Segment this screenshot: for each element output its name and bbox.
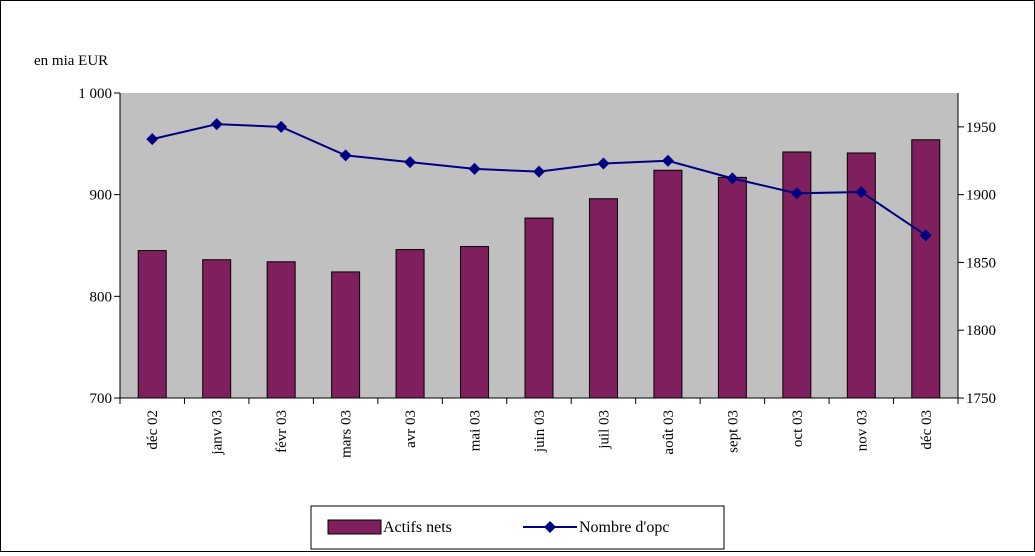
bar-juil-03 bbox=[588, 198, 618, 399]
x-tick-label: oct 03 bbox=[790, 410, 806, 447]
right-axis-tick-label: 1750 bbox=[966, 391, 996, 407]
x-tick-label: juil 03 bbox=[596, 410, 612, 450]
x-tick-label: déc 03 bbox=[919, 410, 935, 450]
point-mai-03 bbox=[468, 162, 481, 175]
x-tick-label: sept 03 bbox=[725, 410, 741, 453]
x-tick-label: févr 03 bbox=[274, 410, 290, 453]
point-juin-03 bbox=[533, 165, 545, 178]
right-axis-tick-label: 1950 bbox=[966, 120, 996, 136]
bar-déc-03 bbox=[911, 139, 941, 399]
x-tick-label: janv 03 bbox=[210, 410, 226, 456]
bar-series bbox=[137, 139, 941, 399]
left-axis-tick-label: 1 000 bbox=[78, 86, 112, 102]
bar-sept-03 bbox=[717, 176, 747, 399]
point-août-03 bbox=[661, 154, 674, 167]
bar-mai-03 bbox=[460, 246, 490, 399]
legend-swatch-actifs-nets bbox=[327, 519, 382, 535]
left-axis-tick-label: 700 bbox=[90, 391, 113, 407]
point-sept-03 bbox=[726, 172, 739, 185]
right-axis-tick-label: 1850 bbox=[966, 255, 996, 271]
bar-juin-03 bbox=[524, 217, 554, 399]
point-janv-03 bbox=[210, 118, 223, 131]
point-juil-03 bbox=[597, 157, 610, 170]
axes: 700 800 900 1 000 1750 1800 1850 1900 1950 bbox=[78, 86, 996, 407]
x-tick-label: mai 03 bbox=[468, 410, 484, 451]
point-févr-03 bbox=[275, 120, 288, 133]
x-tick-label: mars 03 bbox=[339, 410, 355, 458]
right-axis-tick-label: 1900 bbox=[966, 188, 996, 204]
x-tick-label: juin 03 bbox=[532, 410, 548, 453]
bar-déc-02 bbox=[137, 250, 167, 399]
legend: Actifs nets Nombre d'opc bbox=[310, 505, 725, 550]
x-tick-label: nov 03 bbox=[854, 410, 870, 451]
point-avr-03 bbox=[404, 156, 417, 169]
legend-swatch-nombre-opc-marker bbox=[544, 521, 556, 533]
legend-label-actifs-nets: Actifs nets bbox=[383, 519, 452, 536]
point-déc-02 bbox=[146, 133, 159, 146]
left-axis-unit-label: en mia EUR bbox=[34, 53, 108, 69]
bar-févr-03 bbox=[266, 261, 296, 399]
x-tick-label: avr 03 bbox=[403, 410, 419, 448]
x-tick-labels: déc 02 janv 03 févr 03 mars 03 avr 03 mai 03 j… bbox=[145, 410, 935, 458]
point-nov-03 bbox=[855, 185, 868, 198]
bar-août-03 bbox=[653, 169, 683, 399]
x-tick-label: déc 02 bbox=[145, 410, 161, 450]
x-tick-label: août 03 bbox=[661, 410, 677, 455]
point-déc-03 bbox=[919, 229, 932, 242]
bar-avr-03 bbox=[395, 249, 425, 399]
left-axis-tick-label: 900 bbox=[90, 188, 113, 204]
point-oct-03 bbox=[790, 187, 803, 200]
bar-mars-03 bbox=[331, 271, 361, 399]
right-axis-tick-label: 1800 bbox=[966, 323, 996, 339]
bar-janv-03 bbox=[202, 259, 232, 399]
legend-label-nombre-opc: Nombre d'opc bbox=[579, 519, 669, 536]
line-series bbox=[146, 118, 932, 242]
point-mars-03 bbox=[339, 149, 352, 162]
left-axis-tick-label: 800 bbox=[90, 289, 113, 305]
